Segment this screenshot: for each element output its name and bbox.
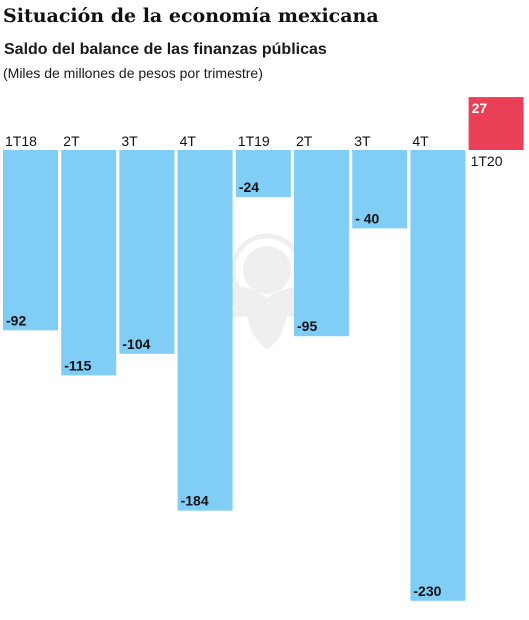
bar [294, 150, 349, 337]
bar [352, 150, 408, 229]
chart-subtitle: Saldo del balance de las finanzas públic… [4, 41, 327, 58]
category-label: 3T [354, 133, 371, 149]
bar [3, 150, 58, 331]
category-label: 3T [121, 133, 138, 149]
category-label: 4T [180, 133, 197, 149]
bar [410, 150, 466, 601]
value-label: -230 [413, 583, 441, 599]
bar [61, 150, 117, 376]
category-label: 4T [412, 133, 429, 149]
category-label: 2T [296, 133, 313, 149]
page-title: Situación de la economía mexicana [3, 5, 379, 27]
value-label: -184 [181, 493, 209, 509]
value-label: -115 [64, 357, 91, 373]
value-label: - 40 [355, 210, 379, 226]
bar [468, 97, 524, 150]
category-label: 2T [63, 133, 80, 149]
category-label: 1T19 [238, 133, 270, 149]
bar [119, 150, 175, 354]
units-label: (Miles de millones de pesos por trimestr… [3, 65, 263, 81]
category-label: 1T18 [5, 133, 37, 149]
category-label: 1T20 [471, 153, 503, 169]
value-label: -95 [297, 318, 317, 334]
value-label: 27 [472, 100, 488, 116]
bar [235, 150, 291, 198]
value-label: -104 [122, 336, 150, 352]
value-label: -24 [239, 179, 259, 195]
bar [177, 150, 233, 511]
value-label: -92 [6, 312, 26, 328]
